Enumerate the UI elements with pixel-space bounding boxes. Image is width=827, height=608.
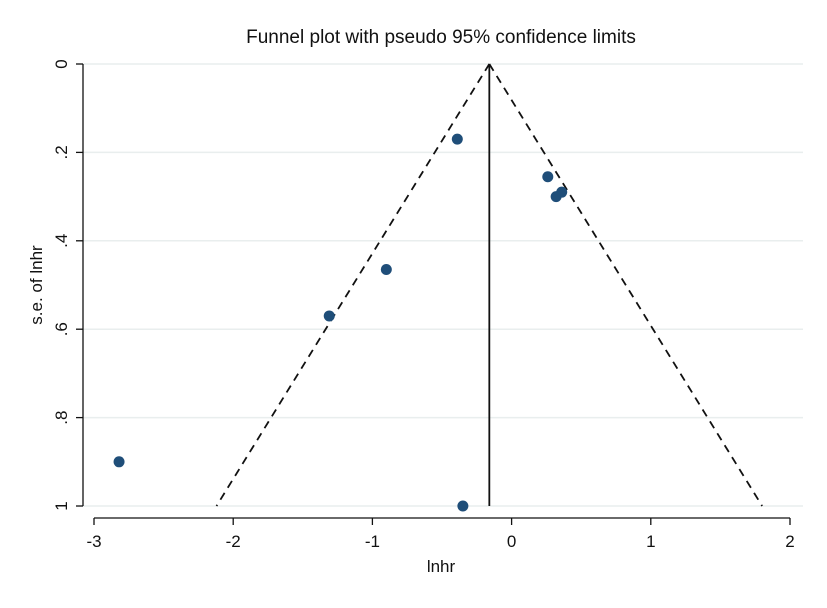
axes: -3 -2 -1 0 1 2 0 .2 .4 .6 .8 1 — [52, 59, 795, 551]
x-tick-label-3: 0 — [507, 532, 516, 551]
data-point-2 — [380, 264, 392, 276]
data-point-3 — [451, 133, 463, 145]
x-tick-label-4: 1 — [646, 532, 655, 551]
data-point-0 — [113, 456, 125, 468]
grid-lines — [83, 63, 803, 507]
x-tick-label-1: -2 — [226, 532, 241, 551]
x-tick-label-0: -3 — [86, 532, 101, 551]
y-tick-label-4: .8 — [52, 411, 71, 425]
data-point-7 — [556, 186, 568, 198]
y-tick-label-3: .6 — [52, 322, 71, 336]
x-tick-label-5: 2 — [785, 532, 794, 551]
data-points — [113, 133, 568, 512]
y-tick-label-0: 0 — [52, 59, 71, 68]
y-tick-label-2: .4 — [52, 234, 71, 248]
y-axis-label: s.e. of lnhr — [27, 245, 46, 325]
y-tick-label-5: 1 — [52, 501, 71, 510]
upper-confidence-limit — [488, 63, 763, 507]
confidence-limits — [215, 63, 763, 507]
x-tick-label-2: -1 — [365, 532, 380, 551]
data-point-5 — [542, 171, 554, 183]
x-axis-label: lnhr — [427, 557, 456, 576]
data-point-1 — [323, 310, 335, 322]
lower-confidence-limit — [215, 63, 491, 507]
plot-area — [83, 53, 803, 518]
chart-title: Funnel plot with pseudo 95% confidence l… — [246, 27, 636, 48]
y-tick-label-1: .2 — [52, 145, 71, 159]
data-point-4 — [457, 500, 469, 512]
